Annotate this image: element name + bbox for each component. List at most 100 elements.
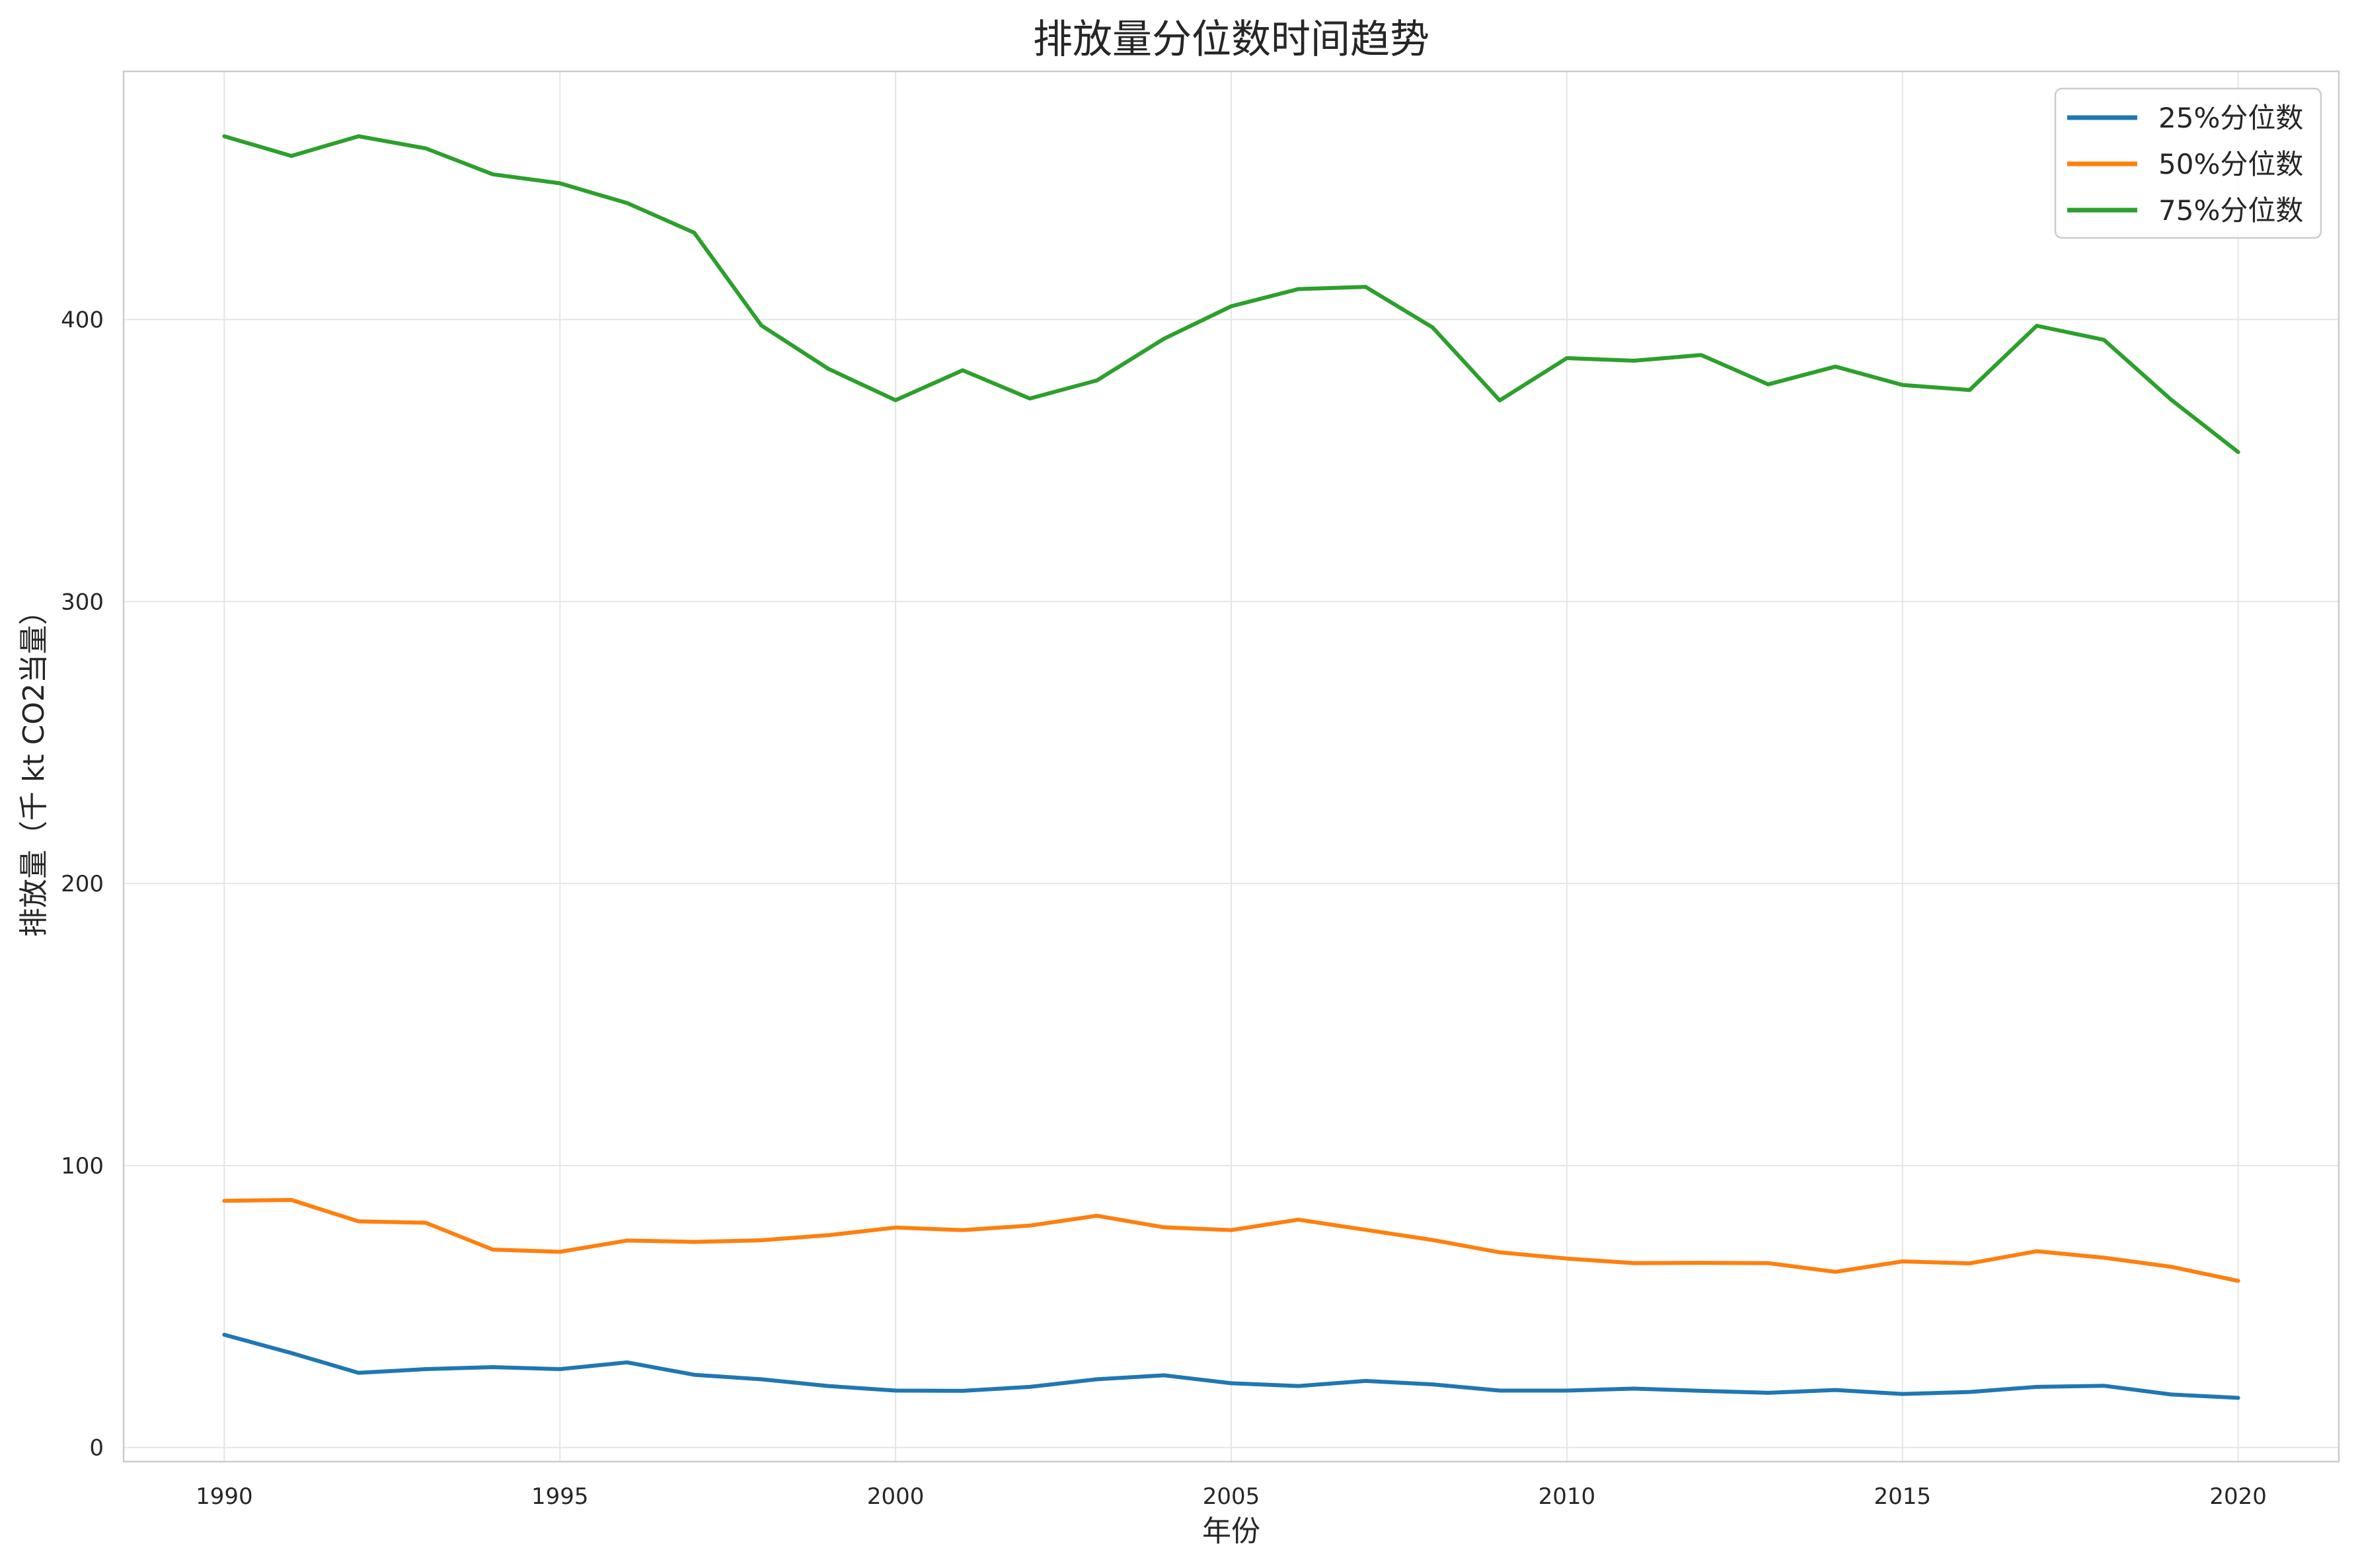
legend-label: 50%分位数: [2158, 148, 2303, 180]
data-point: [625, 1238, 629, 1242]
data-point: [1699, 1389, 1703, 1393]
x-tick-label: 2000: [867, 1483, 925, 1510]
data-point: [491, 172, 495, 176]
plot-frame: [122, 70, 2340, 1463]
data-point: [1095, 1214, 1099, 1218]
data-point: [491, 1365, 495, 1369]
data-point: [625, 201, 629, 205]
data-point: [759, 1377, 763, 1381]
data-point: [1363, 1228, 1367, 1232]
data-point: [1498, 1388, 1502, 1392]
data-point: [759, 1238, 763, 1242]
data-point: [692, 231, 696, 235]
data-point: [1632, 1261, 1636, 1265]
y-tick-label: 200: [61, 871, 104, 897]
data-point: [692, 1373, 696, 1377]
data-point: [2035, 1385, 2039, 1389]
series-lines: [222, 134, 2240, 1400]
x-tick-label: 1995: [531, 1483, 589, 1510]
data-point: [2169, 398, 2173, 402]
data-point: [222, 134, 226, 138]
data-point: [1699, 353, 1703, 357]
data-point: [1498, 398, 1502, 402]
data-point: [2236, 1279, 2240, 1283]
data-point: [827, 1384, 831, 1388]
data-point: [827, 367, 831, 371]
data-point: [894, 398, 897, 402]
data-point: [894, 1226, 897, 1230]
data-point: [1363, 1379, 1367, 1383]
data-point: [1028, 396, 1032, 400]
x-tick-label: 2015: [1874, 1483, 1931, 1510]
x-tick-label: 2020: [2209, 1483, 2267, 1510]
data-point: [1901, 1259, 1905, 1263]
data-point: [424, 1221, 428, 1225]
data-point: [1767, 1261, 1770, 1265]
data-point: [2035, 1250, 2039, 1253]
data-point: [1297, 1218, 1301, 1222]
data-point: [827, 1233, 831, 1237]
data-point: [1028, 1385, 1032, 1389]
data-point: [961, 1389, 965, 1393]
data-point: [1162, 1225, 1166, 1229]
data-point: [1229, 1228, 1233, 1232]
data-point: [1431, 1238, 1435, 1242]
data-point: [1699, 1261, 1703, 1265]
x-tick-label: 2010: [1539, 1483, 1596, 1510]
data-point: [2169, 1265, 2173, 1269]
data-point: [1363, 285, 1367, 289]
data-point: [289, 1198, 293, 1202]
data-point: [1833, 1388, 1837, 1392]
data-point: [491, 1248, 495, 1251]
data-point: [1028, 1224, 1032, 1228]
data-point: [1297, 1384, 1301, 1388]
data-point: [692, 1240, 696, 1244]
data-point: [222, 1199, 226, 1203]
data-point: [222, 1333, 226, 1337]
x-tick-label: 1990: [196, 1483, 253, 1510]
data-point: [558, 181, 562, 185]
y-tick-label: 400: [61, 307, 104, 334]
y-tick-label: 300: [61, 589, 104, 615]
data-point: [1162, 1373, 1166, 1377]
data-point: [1767, 1391, 1770, 1395]
data-point: [1967, 1261, 1971, 1265]
legend-box: [2054, 87, 2322, 239]
data-point: [1767, 383, 1770, 387]
data-point: [1431, 326, 1435, 330]
data-point: [357, 1371, 361, 1375]
data-point: [961, 368, 965, 372]
data-point: [2102, 1255, 2106, 1259]
legend-label: 25%分位数: [2158, 102, 2303, 134]
data-point: [2236, 450, 2240, 454]
data-point: [2035, 324, 2039, 328]
data-point: [1498, 1250, 1502, 1254]
data-point: [1632, 359, 1636, 363]
data-point: [2102, 1384, 2106, 1388]
data-point: [1431, 1382, 1435, 1386]
data-point: [558, 1367, 562, 1371]
data-point: [1901, 383, 1905, 387]
data-point: [1632, 1386, 1636, 1390]
data-point: [1833, 365, 1837, 369]
tick-labels: 1990 1995 2000 2005 2010 2015 2020 0 100 200 300 40…: [61, 307, 2267, 1510]
y-tick-label: 0: [89, 1435, 104, 1462]
data-point: [1833, 1270, 1837, 1274]
data-point: [1095, 379, 1099, 383]
x-tick-label: 2005: [1203, 1483, 1260, 1510]
data-point: [289, 154, 293, 158]
data-point: [289, 1351, 293, 1355]
data-point: [424, 1367, 428, 1371]
data-point: [1297, 287, 1301, 291]
x-axis-label: 年份: [1202, 1514, 1260, 1548]
data-point: [1967, 1390, 1971, 1394]
data-point: [1095, 1377, 1099, 1381]
chart-title: 排放量分位数时间趋势: [1033, 17, 1429, 63]
data-point: [894, 1388, 897, 1392]
data-point: [1162, 337, 1166, 341]
data-point: [1565, 356, 1569, 360]
legend-label: 75%分位数: [2158, 194, 2303, 227]
data-point: [625, 1361, 629, 1364]
